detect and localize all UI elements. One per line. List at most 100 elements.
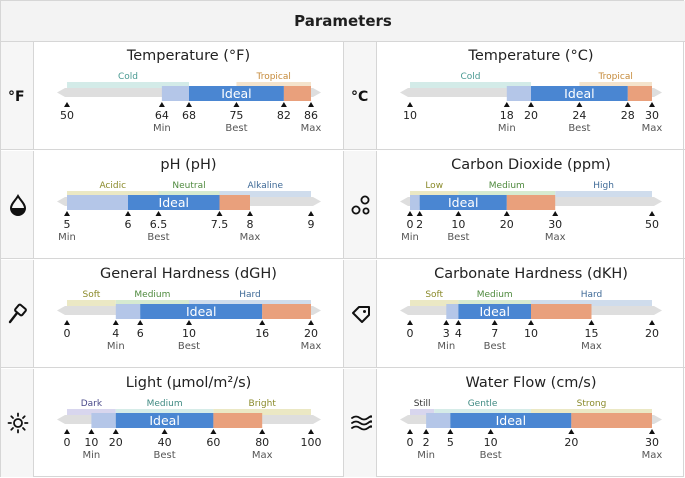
scale-right-arrow <box>654 415 662 424</box>
tick-mark <box>247 211 253 216</box>
zone-band <box>236 82 311 88</box>
scale-sublabel-max: Max <box>642 450 663 461</box>
tick-label: 50 <box>645 218 659 231</box>
param-cell-temp-f: Temperature (°F) Cold Tropical Ideal 50 64 68… <box>34 42 344 150</box>
range-scale: Dark Medium Bright Ideal 0 10 20 40 60 80 100 Min Be… <box>57 399 322 461</box>
scale-sublabel-best: Best <box>568 123 590 134</box>
tolerance-high-band <box>531 304 592 319</box>
scale-right-arrow <box>654 197 662 206</box>
tick-mark <box>503 211 510 216</box>
zone-band <box>115 409 214 415</box>
scale-left-arrow <box>400 306 408 315</box>
tick-mark <box>447 429 454 434</box>
zone-band <box>555 191 652 197</box>
zone-label: Gentle <box>468 399 498 409</box>
tick-mark <box>88 429 95 434</box>
tick-mark <box>308 211 314 216</box>
zone-band <box>410 82 531 88</box>
tick-mark <box>64 320 70 325</box>
tolerance-low-band <box>161 86 189 101</box>
zone-label: Alkaline <box>248 181 284 191</box>
tick-label: 20 <box>304 327 318 340</box>
tick-mark <box>64 102 70 107</box>
tick-mark <box>112 320 119 325</box>
tick-label: 0 <box>407 436 414 449</box>
ideal-band <box>419 195 507 210</box>
range-scale: Cold Tropical Ideal 10 18 20 24 28 30 Min Best Max <box>400 72 662 134</box>
zone-label: Tropical <box>598 72 633 82</box>
param-cell-co2: Carbon Dioxide (ppm) Low Medium High Ideal 0… <box>377 151 685 259</box>
tick-mark <box>528 102 534 107</box>
tick-mark <box>407 211 413 216</box>
range-scale: Still Gentle Strong Ideal 0 2 5 10 20 30 Min Best Ma… <box>400 399 663 461</box>
zone-band <box>531 409 652 415</box>
tick-label: 4 <box>112 327 119 340</box>
zone-label: Neutral <box>172 181 205 191</box>
zone-label: Tropical <box>256 72 291 82</box>
zone-label: Still <box>414 399 431 409</box>
ideal-label: Ideal <box>448 195 478 210</box>
tick-label: 24 <box>572 109 586 122</box>
tolerance-low-band <box>91 413 116 428</box>
tick-label: 86 <box>304 109 318 122</box>
zone-label: Medium <box>134 290 170 300</box>
tick-mark <box>649 211 655 216</box>
zone-band <box>67 409 116 415</box>
scale-left-arrow <box>400 415 408 424</box>
tolerance-low-band <box>426 413 451 428</box>
zone-label: Low <box>425 181 443 191</box>
scale-sublabel-best: Best <box>178 341 200 352</box>
tolerance-low-band <box>115 304 141 319</box>
tolerance-high-band <box>283 86 311 101</box>
tick-label: 7.5 <box>211 218 229 231</box>
tick-label: 10 <box>484 436 498 449</box>
tick-mark <box>155 211 162 216</box>
ideal-label: Ideal <box>149 413 179 428</box>
tick-mark <box>407 429 413 434</box>
range-scale: Soft Medium Hard Ideal 0 4 6 10 16 20 Min Best Max <box>57 290 322 352</box>
zone-label: Hard <box>581 290 603 300</box>
param-title: pH (pH) <box>160 157 217 173</box>
waves-icon <box>351 415 372 431</box>
scale-left-arrow <box>57 197 65 206</box>
tick-mark <box>649 429 655 434</box>
tick-label: 4 <box>455 327 462 340</box>
zone-band <box>189 300 311 306</box>
scale-sublabel-min: Min <box>153 123 171 134</box>
tick-label: 16 <box>255 327 269 340</box>
tick-label: 6 <box>137 327 144 340</box>
param-title: Light (μmol/m²/s) <box>125 375 252 391</box>
scale-sublabel-max: Max <box>301 341 322 352</box>
tick-mark <box>210 429 217 434</box>
tick-label: 10 <box>182 327 196 340</box>
zone-label: Acidic <box>99 181 126 191</box>
tick-mark <box>455 320 462 325</box>
param-cell-kh: Carbonate Hardness (dKH) Soft Medium Hard I… <box>377 260 685 368</box>
tick-label: 5 <box>64 218 71 231</box>
param-cell-ph: pH (pH) Acidic Neutral Alkaline Ideal 5 6 6.5 7… <box>34 151 344 259</box>
zone-label: Cold <box>460 72 480 82</box>
tolerance-high-band <box>262 304 311 319</box>
tick-label: 68 <box>182 109 196 122</box>
zone-band <box>458 300 531 306</box>
zone-label: Soft <box>83 290 101 300</box>
scale-sublabel-best: Best <box>154 450 176 461</box>
param-cell-flow: Water Flow (cm/s) Still Gentle Strong Ideal… <box>377 369 685 477</box>
param-title: Water Flow (cm/s) <box>465 375 597 391</box>
param-cell-light: Light (μmol/m²/s) Dark Medium Bright Ideal 0… <box>34 369 344 477</box>
ideal-label: Ideal <box>564 86 594 101</box>
tick-mark <box>137 320 144 325</box>
scale-sublabel-max: Max <box>252 450 273 461</box>
tick-mark <box>64 429 70 434</box>
scale-right-arrow <box>313 88 321 97</box>
scale-sublabel-min: Min <box>417 450 435 461</box>
celsius-icon-cell: °C <box>344 42 377 150</box>
tick-mark <box>552 211 559 216</box>
scale-left-arrow <box>400 88 408 97</box>
scale-sublabel-min: Min <box>83 450 101 461</box>
zone-band <box>579 82 652 88</box>
tick-label: 7 <box>491 327 498 340</box>
tick-mark <box>233 102 240 107</box>
celsius-icon: °C <box>351 89 368 105</box>
